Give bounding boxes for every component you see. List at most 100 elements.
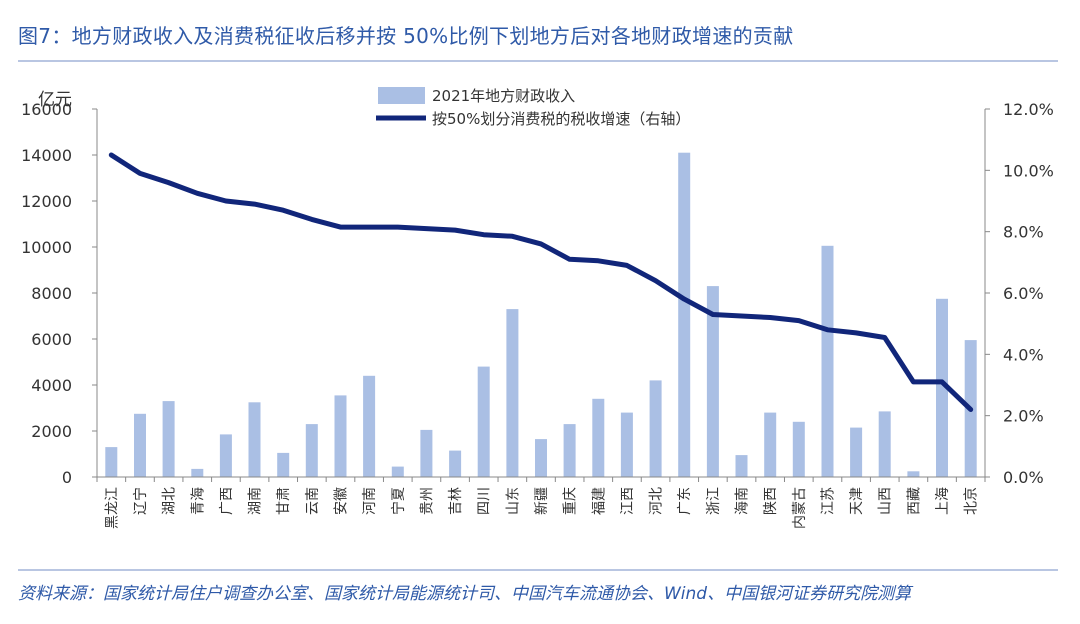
line-point — [883, 336, 887, 339]
x-tick-label: 西藏 — [906, 487, 922, 515]
x-tick-label: 上海 — [935, 487, 951, 515]
y-left-tick-label: 6000 — [31, 330, 72, 349]
x-tick-label: 辽宁 — [132, 487, 149, 515]
bar — [907, 471, 920, 478]
line-point — [224, 199, 228, 203]
line-point — [109, 153, 113, 157]
bar — [821, 245, 834, 477]
bar — [506, 309, 519, 477]
figure-title: 图7：地方财政收入及消费税征收后移并按 50%比例下划地方后对各地财政增速的贡献 — [18, 24, 794, 48]
y-left-tick-label: 4000 — [31, 376, 72, 395]
line-point — [367, 225, 371, 229]
line-point — [940, 380, 944, 384]
line-point — [596, 259, 600, 263]
line-layer — [108, 152, 974, 412]
line-point — [654, 279, 658, 283]
x-tick-label: 广西 — [219, 487, 235, 515]
bar — [936, 298, 948, 478]
y-right-tick-label: 0.0% — [1003, 468, 1044, 487]
y-right-tick-label: 10.0% — [1003, 161, 1054, 180]
bar — [764, 412, 777, 477]
x-tick-label: 江西 — [620, 487, 636, 515]
bar — [477, 366, 490, 477]
bar — [248, 402, 261, 478]
bar — [592, 398, 605, 477]
line-point — [711, 313, 715, 316]
x-tick-label: 河南 — [362, 487, 378, 515]
line-point — [424, 227, 428, 231]
bar — [449, 450, 462, 477]
bar — [305, 424, 318, 477]
x-tick-label: 福建 — [591, 487, 607, 515]
line-point — [911, 380, 915, 384]
bar — [277, 452, 290, 477]
x-tick-label: 山东 — [505, 487, 521, 515]
bar — [334, 395, 347, 477]
x-tick-label: 海南 — [735, 487, 751, 515]
x-tick-label: 天津 — [849, 487, 865, 515]
bar — [420, 429, 433, 477]
x-tick-label: 江苏 — [820, 487, 836, 515]
line-point — [167, 181, 171, 185]
legend-swatch-bar — [378, 87, 425, 104]
x-tick-label: 宁夏 — [390, 487, 407, 515]
title-divider — [18, 60, 1058, 62]
line-point — [682, 297, 686, 301]
x-tick-label: 内蒙古 — [792, 487, 808, 529]
bar — [162, 401, 175, 477]
x-tick-label: 湖南 — [248, 487, 264, 515]
line-point — [138, 171, 142, 175]
line-point — [625, 263, 629, 267]
source-divider — [18, 569, 1058, 571]
line-point — [253, 202, 256, 206]
x-tick-label: 湖北 — [162, 487, 178, 515]
y-left-tick-label: 2000 — [31, 422, 72, 441]
bar — [620, 412, 633, 477]
bar — [134, 413, 146, 478]
bar — [735, 455, 748, 477]
y-right-tick-label: 4.0% — [1003, 345, 1044, 364]
x-tick-label: 四川 — [477, 487, 493, 515]
bar — [563, 424, 576, 477]
y-left-tick-label: 8000 — [31, 284, 72, 303]
legend-label-line: 按50%划分消费税的税收增速（右轴） — [432, 110, 690, 128]
x-tick-label: 重庆 — [563, 487, 579, 515]
bar — [678, 152, 691, 477]
line-point — [453, 228, 457, 232]
figure-source: 资料来源：国家统计局住户调查办公室、国家统计局能源统计司、中国汽车流通协会、Wi… — [18, 584, 912, 604]
x-tick-label: 山西 — [878, 487, 894, 515]
bar — [535, 439, 547, 477]
line-point — [396, 225, 400, 229]
y-left-tick-label: 12000 — [21, 192, 72, 211]
y-right-tick-label: 6.0% — [1003, 284, 1044, 303]
line-point — [826, 328, 829, 332]
x-tick-label: 陕西 — [763, 487, 779, 515]
line-point — [310, 217, 314, 221]
bar — [219, 434, 232, 477]
growth-line — [108, 152, 974, 412]
line-point — [281, 208, 285, 212]
y-left-tick-label: 10000 — [21, 238, 72, 257]
x-tick-label: 北京 — [964, 487, 980, 515]
line-point — [797, 319, 801, 323]
x-tick-label: 吉林 — [448, 487, 464, 515]
line-point — [969, 408, 973, 411]
x-tick-label: 甘肃 — [276, 487, 292, 515]
bar — [391, 466, 404, 477]
x-tick-label: 广东 — [677, 487, 693, 515]
line-point — [568, 257, 572, 261]
axes-layer: 0 2000 4000 6000 8000 10000 12000 14000 16000 0.0… — [21, 100, 1054, 529]
x-tick-label: 黑龙江 — [104, 487, 120, 529]
x-tick-label: 青海 — [190, 487, 206, 515]
bar — [850, 427, 863, 477]
bar — [792, 421, 805, 477]
x-tick-label: 新疆 — [534, 487, 550, 515]
legend-label-bar: 2021年地方财政收入 — [432, 87, 575, 105]
x-tick-label: 河北 — [649, 487, 665, 515]
bars-layer — [105, 152, 977, 478]
line-point — [510, 234, 514, 238]
x-tick-label: 云南 — [305, 487, 321, 515]
line-point — [195, 191, 199, 195]
bar — [363, 375, 376, 477]
bar — [649, 380, 662, 477]
